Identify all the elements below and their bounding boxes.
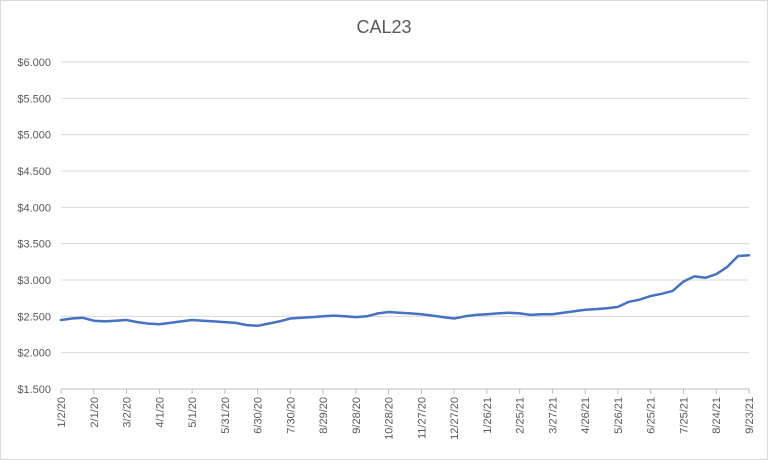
x-tick-label: 5/1/20 (187, 397, 199, 428)
x-tick-label: 5/31/20 (220, 397, 232, 434)
chart-title: CAL23 (356, 17, 412, 37)
x-tick-label: 2/1/20 (89, 397, 101, 428)
y-tick-label: $2.500 (17, 311, 51, 323)
x-tick-label: 5/26/21 (613, 397, 625, 434)
y-tick-label: $5.000 (17, 130, 51, 142)
x-tick-label: 2/25/21 (515, 397, 527, 434)
series-line (59, 254, 751, 328)
x-tick-label: 11/27/20 (416, 397, 428, 439)
x-tick-label: 1/2/20 (56, 397, 68, 428)
x-tick-label: 8/24/21 (711, 397, 723, 434)
x-tick-label: 10/28/20 (384, 397, 396, 440)
y-tick-label: $4.500 (17, 166, 51, 178)
x-tick-label: 3/2/20 (122, 397, 134, 428)
x-tick-label: 3/27/21 (547, 397, 559, 434)
x-tick-label: 4/1/20 (154, 397, 166, 428)
x-tick-label: 12/27/20 (449, 397, 461, 440)
x-tick-label: 4/26/21 (580, 397, 592, 434)
y-tick-label: $1.500 (17, 384, 51, 396)
x-tick-label: 7/30/20 (285, 397, 297, 434)
y-tick-label: $2.000 (17, 348, 51, 360)
y-tick-label: $4.000 (17, 202, 51, 214)
x-tick-label: 6/30/20 (253, 397, 265, 434)
y-tick-label: $3.500 (17, 239, 51, 251)
y-tick-label: $6.000 (17, 57, 51, 69)
x-tick-label: 1/26/21 (482, 397, 494, 434)
x-tick-label: 7/25/21 (678, 397, 690, 434)
x-tick-label: 6/25/21 (646, 397, 658, 434)
y-tick-label: $3.000 (17, 275, 51, 287)
x-tick-label: 8/29/20 (318, 397, 330, 434)
y-tick-label: $5.500 (17, 93, 51, 105)
x-tick-label: 9/23/21 (744, 397, 756, 434)
x-tick-label: 9/28/20 (351, 397, 363, 434)
